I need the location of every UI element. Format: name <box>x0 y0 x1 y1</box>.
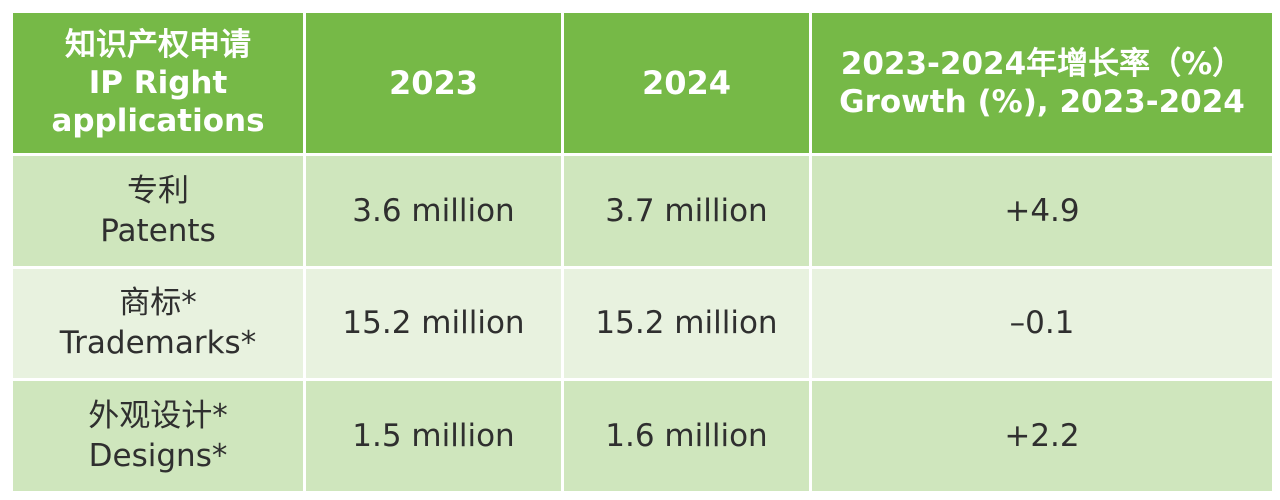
row-label-cn: 商标* <box>119 285 197 322</box>
ip-applications-table-container: 知识产权申请 IP Right applications 2023 2024 2… <box>10 10 1272 494</box>
row-label-en: Trademarks* <box>59 325 257 362</box>
table-row-designs: 外观设计* Designs* 1.5 million 1.6 million +… <box>13 381 1272 491</box>
header-growth: 2023-2024年增长率（%） Growth (%), 2023-2024 <box>812 13 1272 153</box>
cell-patents-2023: 3.6 million <box>306 156 561 266</box>
row-label-en: Patents <box>100 212 216 249</box>
header-label-en-line2: applications <box>51 103 265 139</box>
cell-designs-2023: 1.5 million <box>306 381 561 491</box>
header-year-2024-label: 2024 <box>641 64 732 102</box>
table-row-trademarks: 商标* Trademarks* 15.2 million 15.2 millio… <box>13 268 1272 379</box>
cell-trademarks-growth: –0.1 <box>812 268 1272 379</box>
cell-trademarks-2023: 15.2 million <box>306 268 561 379</box>
cell-designs-growth: +2.2 <box>812 381 1272 491</box>
header-label-en-line1: IP Right <box>88 65 228 101</box>
row-label-cn: 外观设计* <box>88 398 228 435</box>
header-year-2023-label: 2023 <box>388 64 479 102</box>
row-label-patents: 专利 Patents <box>13 156 303 266</box>
cell-trademarks-2024: 15.2 million <box>564 268 809 379</box>
header-year-2023: 2023 <box>306 13 561 153</box>
header-year-2024: 2024 <box>564 13 809 153</box>
ip-applications-table: 知识产权申请 IP Right applications 2023 2024 2… <box>10 10 1275 494</box>
cell-designs-2024: 1.6 million <box>564 381 809 491</box>
header-ip-right-applications: 知识产权申请 IP Right applications <box>13 13 303 153</box>
cell-patents-growth: +4.9 <box>812 156 1272 266</box>
header-label-cn: 知识产权申请 <box>65 27 251 63</box>
row-label-trademarks: 商标* Trademarks* <box>13 268 303 379</box>
row-label-designs: 外观设计* Designs* <box>13 381 303 491</box>
table-row-patents: 专利 Patents 3.6 million 3.7 million +4.9 <box>13 156 1272 266</box>
row-label-cn: 专利 <box>127 172 189 209</box>
header-row: 知识产权申请 IP Right applications 2023 2024 2… <box>13 13 1272 153</box>
cell-patents-2024: 3.7 million <box>564 156 809 266</box>
header-growth-cn: 2023-2024年增长率（%） <box>840 46 1244 82</box>
row-label-en: Designs* <box>88 438 228 475</box>
header-growth-en: Growth (%), 2023-2024 <box>839 84 1245 120</box>
